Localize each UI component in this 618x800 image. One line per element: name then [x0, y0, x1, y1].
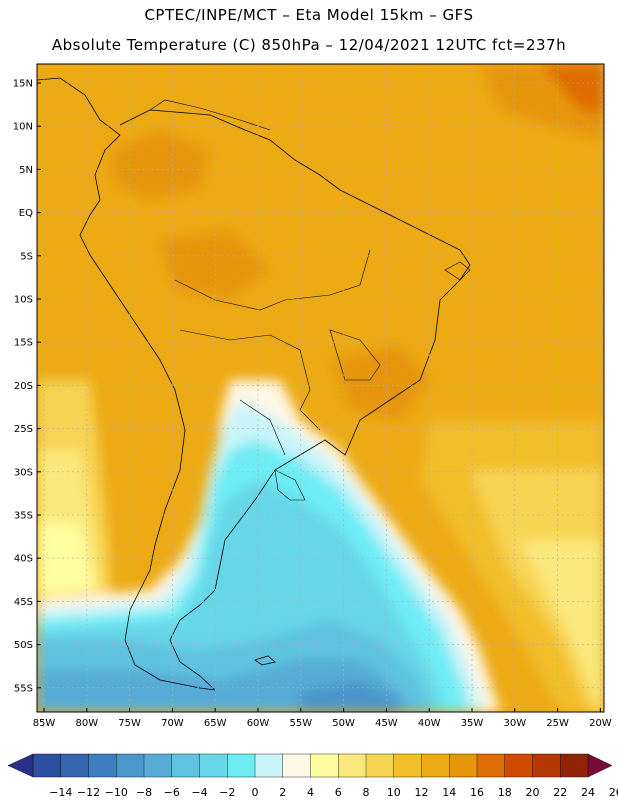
lat-label: 20S [14, 381, 33, 392]
colorbar-swatch [365, 753, 395, 778]
latitude-labels: 15N 10N 5N EQ 5S 10S 15S 20S 25S 30S 35S 40S 45S 50S 5… [13, 79, 41, 694]
colorbar-swatch [143, 753, 173, 778]
temperature-field [37, 64, 604, 712]
lon-label: 45W [375, 718, 398, 729]
colorbar-swatch [254, 753, 284, 778]
colorbar-tick-label: 4 [307, 786, 314, 799]
colorbar-swatch [476, 753, 506, 778]
longitude-labels: 85W 80W 75W 70W 65W 60W 55W 50W 45W 40W 35W 30W 25W 2… [33, 708, 612, 729]
colorbar-tick-label: 6 [335, 786, 342, 799]
colorbar-tick-label: −6 [164, 786, 180, 799]
colorbar-swatch [338, 753, 367, 778]
lon-label: 60W [247, 718, 270, 729]
lat-label: 5N [19, 165, 33, 176]
colorbar-tick-label: 2 [279, 786, 286, 799]
lon-label: 85W [33, 718, 56, 729]
colorbar-swatch [60, 753, 90, 778]
colorbar-tick-label: 20 [526, 786, 540, 799]
lon-label: 25W [546, 718, 569, 729]
colorbar-labels: −14−12−10−8−6−4−202468101214161820222426… [49, 786, 618, 799]
colorbar-tick-label: 8 [363, 786, 370, 799]
colorbar-tick-label: −10 [105, 786, 128, 799]
graticule [37, 64, 604, 712]
colorbar-swatch [282, 753, 312, 778]
lon-label: 70W [161, 718, 184, 729]
lat-label: 15N [13, 79, 33, 90]
map-frame [36, 63, 605, 713]
colorbar-tick-label: −12 [77, 786, 100, 799]
colorbar-swatch [393, 753, 423, 778]
colorbar-tick-label: 0 [252, 786, 259, 799]
colorbar-tick-label: 22 [553, 786, 567, 799]
lon-label: 35W [461, 718, 484, 729]
lat-label: 35S [14, 511, 33, 522]
lat-label: 25S [14, 424, 33, 435]
lon-label: 30W [503, 718, 526, 729]
colorbar-tick-label: 10 [387, 786, 401, 799]
colorbar-swatch [199, 753, 228, 778]
colorbar-high-arrow [587, 753, 613, 778]
colorbar-swatch [310, 753, 339, 778]
lon-label: 75W [118, 718, 141, 729]
colorbar-tick-label: 18 [498, 786, 512, 799]
map-title: CPTEC/INPE/MCT – Eta Model 15km – GFS [144, 6, 474, 24]
colorbar-tick-label: −8 [136, 786, 152, 799]
colorbar-tick-label: −14 [49, 786, 72, 799]
colorbar-swatch [116, 753, 145, 778]
colorbar-swatch [449, 753, 478, 778]
colorbar-swatch [171, 753, 201, 778]
coastlines [37, 77, 471, 691]
lon-label: 80W [75, 718, 98, 729]
colorbar-swatch [32, 753, 62, 778]
colorbar-low-arrow [7, 753, 34, 778]
lat-label: 10S [14, 295, 33, 306]
colorbar-tick-label: 14 [442, 786, 456, 799]
lon-label: 50W [332, 718, 355, 729]
lon-label: 40W [418, 718, 441, 729]
lat-label: EQ [19, 208, 33, 219]
lat-label: 55S [14, 683, 33, 694]
colorbar-tick-label: 24 [581, 786, 595, 799]
colorbar-tick-label: 12 [415, 786, 429, 799]
colorbar-swatch [532, 753, 561, 778]
lon-label: 55W [289, 718, 312, 729]
colorbar [7, 753, 613, 778]
colorbar-swatch [88, 753, 117, 778]
colorbar-swatch [560, 753, 589, 778]
map-subtitle: Absolute Temperature (C) 850hPa – 12/04/… [51, 36, 567, 54]
colorbar-swatch [504, 753, 534, 778]
lat-label: 40S [14, 554, 33, 565]
colorbar-tick-label: 16 [470, 786, 484, 799]
colorbar-tick-label: −2 [219, 786, 235, 799]
lat-label: 10N [13, 122, 33, 133]
lat-label: 45S [14, 597, 33, 608]
lat-label: 30S [14, 467, 33, 478]
lat-label: 50S [14, 640, 33, 651]
colorbar-swatch [227, 753, 256, 778]
lon-label: 20W [589, 718, 612, 729]
colorbar-tick-label: −4 [191, 786, 207, 799]
lat-label: 15S [14, 338, 33, 349]
colorbar-tick-label: 26 [609, 786, 618, 799]
lon-label: 65W [204, 718, 227, 729]
lat-label: 5S [20, 251, 33, 262]
colorbar-swatch [421, 753, 450, 778]
